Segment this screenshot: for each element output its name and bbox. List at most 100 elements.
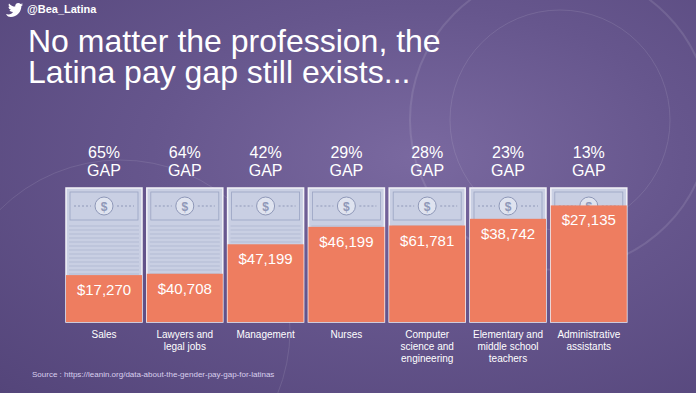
bill-line [231,230,301,231]
bill-ornament [117,206,134,207]
earnings-label: $61,781 [389,232,465,249]
bill-line [69,238,139,239]
earnings-label: $27,135 [551,211,627,228]
bill: $ [308,188,384,322]
bill-header [151,192,219,220]
category-label: Elementary and middle school teachers [468,329,548,365]
bill-ornament [440,206,457,207]
bill-ornament [397,206,414,207]
bill-line [150,270,220,271]
bill-body [470,188,546,322]
bill-line [69,230,139,231]
bill-ornament [74,206,91,207]
bill-line [311,226,381,227]
bill-coin [257,197,275,215]
bill: $ [147,188,223,322]
bill-line [150,250,220,251]
bill-line [150,238,220,239]
bar [308,227,384,322]
bill-body [66,188,142,322]
bill-header [474,192,542,220]
bar [66,275,142,322]
bill-line [69,226,139,227]
handle-icon [6,3,23,17]
data-label: 23% GAP [478,144,538,180]
bar [470,219,546,322]
data-label: 13% GAP [559,144,619,180]
data-label: 64% GAP [155,144,215,180]
category-label: Lawyers and legal jobs [145,329,225,353]
category-label: Computer science and engineering [387,329,467,365]
bill-symbol: $ [181,200,188,214]
data-label: 28% GAP [397,144,457,180]
bill-line [231,234,301,235]
bar [389,226,465,322]
earnings-label: $40,708 [147,280,223,297]
bill-line [150,242,220,243]
bill-line [150,254,220,255]
bills: $$$$$$$ [66,188,627,322]
bill-line [69,266,139,267]
category-label: Sales [64,329,144,341]
bill-line [69,234,139,235]
title: No matter the profession, the Latina pay… [28,26,478,88]
chart-stage: $$$$$$$@Bea_LatinaNo matter the professi… [0,0,696,393]
bill: $ [389,188,465,322]
category-label: Nurses [306,329,386,341]
bill-symbol: $ [101,200,108,214]
bill-symbol: $ [424,200,431,214]
bill-header [393,192,461,220]
bill-body [228,188,304,322]
bill-line [69,242,139,243]
bill-body [147,188,223,322]
background-texture [0,0,696,393]
bill-line [69,270,139,271]
bill-line [150,234,220,235]
bill-symbol: $ [343,200,350,214]
bill-ornament [155,206,172,207]
bill-coin [176,197,194,215]
bill-header [232,192,300,220]
bill-line [69,250,139,251]
handle: @Bea_Latina [27,3,96,15]
source: Source : https://leanin.org/data-about-t… [32,370,274,379]
bill-coin [95,197,113,215]
bill-ornament [198,206,215,207]
data-label: 29% GAP [316,144,376,180]
bill: $ [470,188,546,322]
bill-line [69,254,139,255]
bill-line [150,230,220,231]
bill-line [150,266,220,267]
bill-line [150,258,220,259]
category-label: Management [226,329,306,341]
bill-line [231,226,301,227]
bill-line [69,274,139,275]
bill: $ [66,188,142,322]
bill: $ [228,188,304,322]
earnings-label: $46,199 [308,233,384,250]
bill-header [70,192,138,220]
data-label: 65% GAP [74,144,134,180]
bar [551,205,627,322]
bill-body [551,188,627,322]
bill-line [69,262,139,263]
bar [147,274,223,322]
earnings-label: $38,742 [470,225,546,242]
twitter-bird [6,3,23,17]
data-label: 42% GAP [236,144,296,180]
bar [228,244,304,322]
bill-body [308,188,384,322]
category-label: Administrative assistants [549,329,629,353]
bill-coin [337,197,355,215]
bill-line [150,246,220,247]
bill: $ [551,188,627,322]
bill-coin [418,197,436,215]
bill-ornament [279,206,296,207]
bill-header [312,192,380,220]
bill-line [69,246,139,247]
bill-coin [499,197,517,215]
earnings-label: $17,270 [66,281,142,298]
bill-line [150,262,220,263]
bill-ornament [478,206,495,207]
bill-line [150,226,220,227]
